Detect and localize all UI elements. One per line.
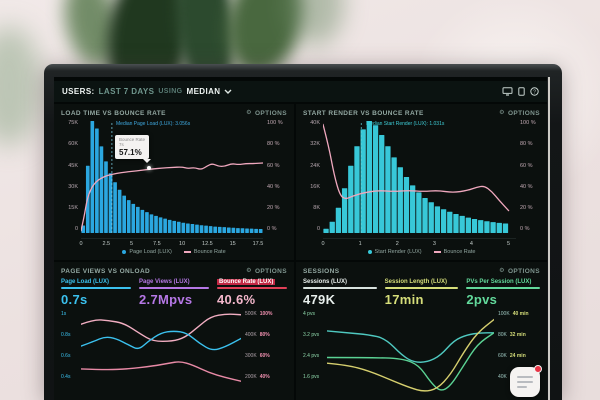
chat-widget-button[interactable] <box>510 365 542 397</box>
gear-icon: ⚙ <box>499 267 505 274</box>
metric-page-load[interactable]: Page Load (LUX) 0.7s <box>61 279 131 307</box>
axis-tick-pair: 300K 60% <box>245 353 270 359</box>
axis-tick: 3.2 pvs <box>303 332 320 338</box>
start-render-plot[interactable]: Median Start Render (LUX): 1.031s <box>322 121 516 239</box>
options-button[interactable]: ⚙ OPTIONS <box>499 267 540 275</box>
y-axis-left: 75K 60K 45K 30K 15K 0 <box>68 120 78 233</box>
median-annotation: Median Page Load (LUX): 3.056s <box>116 121 191 127</box>
sparkline-area[interactable]: 4 pvs 3.2 pvs 2.4 pvs 1.6 pvs 100K 40 min 80K… <box>303 310 540 400</box>
axis-tick: 0.6s <box>61 353 71 359</box>
laptop: USERS: LAST 7 DAYS USING MEDIAN <box>44 64 562 400</box>
legend-dot-icon <box>367 250 372 254</box>
y-axis-right: 100 % 80 % 60 % 40 % 20 % 0 % <box>267 120 283 233</box>
device-filter-icons: ? <box>502 87 539 96</box>
axis-tick: 4 pvs <box>303 311 315 317</box>
axis-tick: 0.8s <box>61 332 71 338</box>
help-icon[interactable]: ? <box>530 87 539 96</box>
gear-icon: ⚙ <box>246 267 252 274</box>
dashboard-header: USERS: LAST 7 DAYS USING MEDIAN <box>54 81 547 102</box>
users-range-dropdown[interactable]: USERS: LAST 7 DAYS USING MEDIAN <box>62 87 232 96</box>
panel-sessions: SESSIONS ⚙ OPTIONS Sessions (LUX) 479K <box>296 262 547 400</box>
options-button[interactable]: ⚙ OPTIONS <box>499 109 540 117</box>
axis-tick-pair: 60K 24 min <box>498 353 526 359</box>
legend-page-load[interactable]: Page Load (LUX) <box>122 249 172 255</box>
legend-dot-icon <box>122 250 127 254</box>
spark-left-labels: 1s 0.8s 0.6s 0.4s <box>61 310 81 380</box>
page-views-spark-svg <box>81 310 241 400</box>
metric-page-views[interactable]: Page Views (LUX) 2.7Mpvs <box>139 279 209 307</box>
metrics-row: Page Load (LUX) 0.7s Page Views (LUX) 2.… <box>61 279 287 307</box>
metrics-row: Sessions (LUX) 479K Session Length (LUX)… <box>303 279 541 307</box>
metric-label: MEDIAN <box>186 87 221 96</box>
load-time-plot[interactable]: Median Page Load (LUX): 3.056s Bounce Ra… <box>80 121 264 239</box>
metric-value: 0.7s <box>61 292 88 307</box>
legend-bounce-rate[interactable]: Bounce Rate <box>183 249 226 255</box>
legend-line-icon <box>183 251 191 253</box>
panel-load-time: LOAD TIME VS BOUNCE RATE ⚙ OPTIONS 75K 60… <box>54 104 294 260</box>
axis-tick: 1.6 pvs <box>303 374 320 380</box>
legend-bounce-rate[interactable]: Bounce Rate <box>433 249 475 255</box>
axis-tick: 1s <box>61 311 67 317</box>
bounce-rate-tooltip: Bounce Rate 7s 57.1% <box>115 135 152 164</box>
axis-tick-pair: 80K 32 min <box>498 332 526 338</box>
spark-right-labels: 100K 40 min 80K 32 min 60K 24 min 40K <box>494 310 540 380</box>
users-label: USERS: <box>62 87 95 96</box>
using-label: USING <box>158 88 183 95</box>
axis-tick-pair: 200K 40% <box>245 374 270 380</box>
start-render-chart-svg <box>322 121 510 233</box>
metric-sessions[interactable]: Sessions (LUX) 479K <box>303 279 377 307</box>
axis-tick: 0.4s <box>61 374 71 380</box>
chevron-down-icon <box>224 89 232 94</box>
metric-value: 479K <box>303 292 336 307</box>
metric-value: 2pvs <box>466 292 498 307</box>
tooltip-point <box>147 166 151 170</box>
gear-icon: ⚙ <box>246 109 252 116</box>
spark-left-labels: 4 pvs 3.2 pvs 2.4 pvs 1.6 pvs <box>303 310 327 380</box>
axis-tick-pair: 40K <box>498 374 507 380</box>
plant-leaf <box>0 26 42 146</box>
panel-grid: LOAD TIME VS BOUNCE RATE ⚙ OPTIONS 75K 60… <box>54 104 547 400</box>
metric-pvs-per-session[interactable]: PVs Per Session (LUX) 2pvs <box>466 279 541 307</box>
chart-legend: Page Load (LUX) Bounce Rate <box>61 249 287 255</box>
chart-legend: Start Render (LUX) Bounce Rate <box>303 249 540 255</box>
metric-session-length[interactable]: Session Length (LUX) 17min <box>384 279 459 307</box>
metric-bounce-rate[interactable]: Bounce Rate (LUX) 40.6% <box>217 279 287 307</box>
axis-tick: 2.4 pvs <box>303 353 320 359</box>
load-time-chart-svg <box>80 121 264 233</box>
panel-start-render: START RENDER VS BOUNCE RATE ⚙ OPTIONS 40… <box>296 104 547 260</box>
panel-title: SESSIONS <box>303 267 340 275</box>
axis-tick-pair: 100K 40 min <box>498 311 529 317</box>
range-label: LAST 7 DAYS <box>98 87 155 96</box>
dashboard-screen: USERS: LAST 7 DAYS USING MEDIAN <box>54 77 547 400</box>
spark-right-labels: 500K 100% 400K 80% 300K 60% 200K 40% <box>241 310 287 380</box>
monitor-icon[interactable] <box>502 87 513 96</box>
legend-start-render[interactable]: Start Render (LUX) <box>367 249 422 255</box>
y-axis-right: 100 % 80 % 60 % 40 % 20 % 0 % <box>520 120 536 233</box>
panel-title: START RENDER VS BOUNCE RATE <box>303 109 424 117</box>
legend-line-icon <box>433 251 441 253</box>
y-axis-left: 40K 32K 24K 16K 8K 0 <box>310 120 320 233</box>
panel-title: PAGE VIEWS VS ONLOAD <box>61 267 151 275</box>
panel-page-views: PAGE VIEWS VS ONLOAD ⚙ OPTIONS Page Load… <box>54 262 294 400</box>
panel-title: LOAD TIME VS BOUNCE RATE <box>61 109 166 117</box>
options-button[interactable]: ⚙ OPTIONS <box>246 109 287 117</box>
sparkline-area[interactable]: 1s 0.8s 0.6s 0.4s 500K 100% 400K 80% 300K 60% 200… <box>61 310 287 400</box>
axis-tick-pair: 500K 100% <box>245 311 273 317</box>
median-annotation: Median Start Render (LUX): 1.031s <box>366 121 445 127</box>
chat-icon <box>517 376 533 388</box>
svg-text:?: ? <box>533 89 536 95</box>
axis-tick-pair: 400K 80% <box>245 332 270 338</box>
metric-value: 40.6% <box>217 292 256 307</box>
sessions-spark-svg <box>327 310 494 400</box>
x-axis: 0 2.5 5 7.5 10 12.5 15 17.5 <box>79 241 264 247</box>
options-button[interactable]: ⚙ OPTIONS <box>246 267 287 275</box>
metric-value: 17min <box>384 292 424 307</box>
notification-badge <box>534 365 542 373</box>
gear-icon: ⚙ <box>499 109 505 116</box>
metric-value: 2.7Mpvs <box>139 292 193 307</box>
tablet-icon[interactable] <box>518 87 525 96</box>
